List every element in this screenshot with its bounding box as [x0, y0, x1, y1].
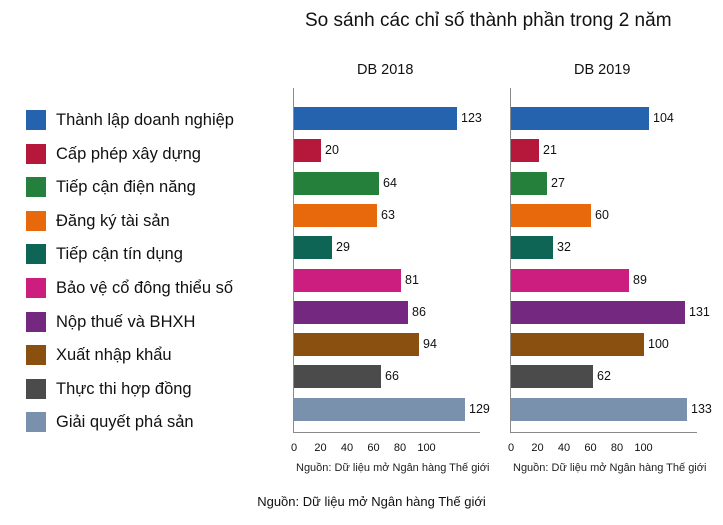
bar: [511, 333, 644, 356]
bar-value-label: 131: [689, 305, 710, 319]
x-axis-line: [293, 432, 480, 433]
x-tick-label: 20: [531, 442, 544, 454]
legend-swatch-icon: [26, 278, 46, 298]
bar-value-label: 129: [469, 402, 490, 416]
bar: [294, 107, 457, 130]
bar-value-label: 86: [412, 305, 426, 319]
bar: [294, 333, 419, 356]
bar-value-label: 123: [461, 111, 482, 125]
bar: [294, 139, 321, 162]
x-tick-label: 40: [340, 442, 354, 454]
bar-value-label: 81: [405, 273, 419, 287]
bar: [511, 236, 553, 259]
panel-title: DB 2018: [357, 62, 414, 78]
bar: [511, 301, 685, 324]
y-axis-line: [293, 88, 294, 432]
bar: [511, 204, 591, 227]
bar-value-label: 32: [557, 240, 571, 254]
bar-value-label: 60: [595, 208, 609, 222]
bar: [511, 365, 593, 388]
panel-source-note: Nguồn: Dữ liệu mở Ngân hàng Thế giới: [296, 462, 490, 474]
bar: [294, 236, 332, 259]
legend-swatch-icon: [26, 244, 46, 265]
legend-label: Xuất nhập khẩu: [56, 346, 172, 365]
x-tick-label: 80: [393, 442, 407, 454]
x-tick-label: 60: [584, 442, 597, 454]
bar: [294, 365, 381, 388]
legend-swatch-icon: [26, 143, 46, 164]
bar-value-label: 64: [383, 176, 397, 190]
legend-label: Cấp phép xây dựng: [56, 144, 201, 163]
bar-value-label: 27: [551, 176, 565, 190]
bar-value-label: 63: [381, 208, 395, 222]
bar: [294, 204, 377, 227]
bar-value-label: 94: [423, 337, 437, 351]
bar: [511, 398, 687, 421]
bar: [294, 269, 401, 292]
legend-swatch-icon: [26, 110, 46, 130]
footer-source: Nguồn: Dữ liệu mở Ngân hàng Thế giới: [257, 494, 486, 509]
bar-value-label: 89: [633, 273, 647, 287]
bar-value-label: 20: [325, 143, 339, 157]
bar: [511, 172, 547, 195]
x-tick-label: 100: [417, 442, 436, 454]
legend-label: Bảo vệ cổ đông thiểu số: [56, 279, 234, 297]
bar: [294, 172, 379, 195]
legend-swatch-icon: [26, 311, 46, 332]
legend-label: Tiếp cận điện năng: [56, 178, 196, 197]
legend-swatch-icon: [26, 210, 46, 231]
bar: [511, 107, 649, 130]
legend-swatch-icon: [26, 177, 46, 198]
bar-value-label: 62: [597, 369, 611, 383]
x-tick-label: 0: [290, 442, 298, 454]
x-tick-label: 100: [634, 442, 653, 454]
bar-value-label: 104: [653, 111, 674, 125]
legend-label: Giải quyết phá sản: [56, 413, 194, 432]
x-tick-label: 0: [507, 442, 515, 454]
legend-label: Thành lập doanh nghiệp: [56, 111, 234, 129]
legend-swatch-icon: [26, 345, 46, 366]
legend-label: Nộp thuế và BHXH: [56, 312, 196, 331]
legend-label: Thực thi hợp đồng: [56, 379, 192, 398]
bar-value-label: 66: [385, 369, 399, 383]
legend-swatch-icon: [26, 378, 46, 399]
x-tick-label: 40: [557, 442, 571, 454]
bar: [294, 398, 465, 421]
legend-label: Đăng ký tài sản: [56, 211, 170, 230]
bar: [294, 301, 408, 324]
chart-title: So sánh các chỉ số thành phần trong 2 nă…: [305, 10, 672, 31]
bar-value-label: 21: [543, 143, 557, 157]
x-axis-line: [510, 432, 697, 433]
panel-source-note: Nguồn: Dữ liệu mở Ngân hàng Thế giới: [513, 462, 707, 474]
x-tick-label: 80: [610, 442, 624, 454]
x-tick-label: 60: [367, 442, 380, 454]
legend-swatch-icon: [26, 412, 46, 433]
y-axis-line: [510, 88, 511, 432]
panel-title: DB 2019: [574, 62, 631, 78]
bar-value-label: 100: [648, 337, 669, 351]
bar-value-label: 29: [336, 240, 350, 254]
bar-value-label: 133: [691, 402, 712, 416]
x-tick-label: 20: [314, 442, 327, 454]
bar: [511, 139, 539, 162]
legend-label: Tiếp cận tín dụng: [56, 245, 183, 264]
bar: [511, 269, 629, 292]
